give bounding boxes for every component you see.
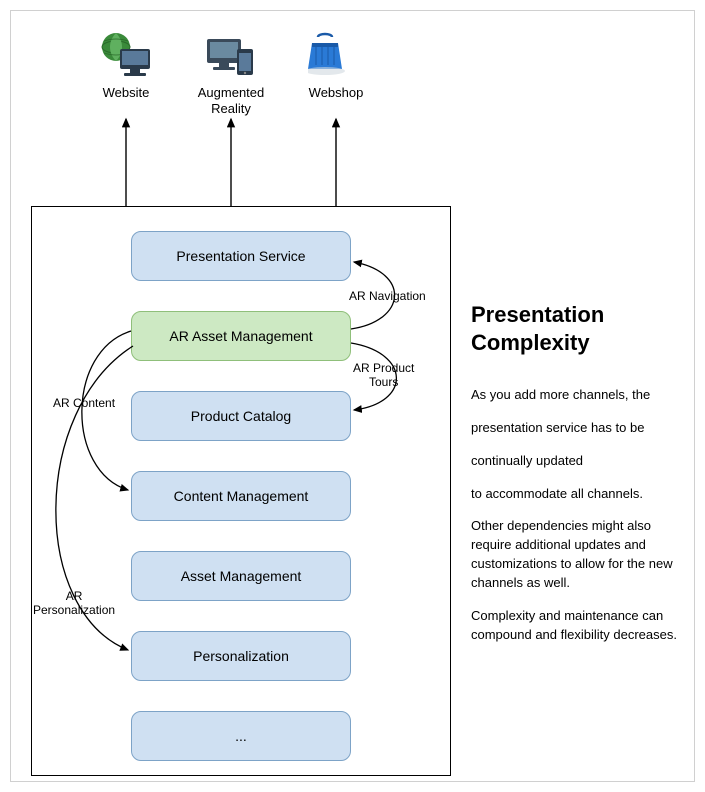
edge-label-ar-content: AR Content (53, 396, 115, 410)
sidebar-title: Presentation Complexity (471, 301, 691, 356)
sidebar-p5: Other dependencies might also require ad… (471, 517, 691, 592)
edge-label-ar-personalization: AR Personalization (33, 589, 115, 617)
box-product-catalog: Product Catalog (131, 391, 351, 441)
channel-ar: Augmented Reality (181, 31, 281, 116)
channel-website-label: Website (81, 85, 171, 101)
box-content-label: Content Management (174, 488, 309, 504)
box-ar-asset-label: AR Asset Management (169, 328, 312, 344)
ar-icon (181, 31, 281, 79)
sidebar-text: Presentation Complexity As you add more … (471, 301, 691, 658)
diagram-canvas: Website Augmented Reality (10, 10, 695, 782)
channel-website: Website (81, 31, 171, 101)
edge-label-ar-navigation: AR Navigation (349, 289, 426, 303)
box-catalog-label: Product Catalog (191, 408, 291, 424)
box-presentation-service: Presentation Service (131, 231, 351, 281)
channel-webshop-label: Webshop (291, 85, 381, 101)
webshop-icon (291, 31, 381, 79)
sidebar-p1: As you add more channels, the (471, 386, 691, 405)
edge-label-ar-product-tours: AR Product Tours (353, 361, 414, 389)
box-ellipsis-label: ... (235, 728, 247, 744)
box-personalization: Personalization (131, 631, 351, 681)
box-personalize-label: Personalization (193, 648, 289, 664)
box-presentation-label: Presentation Service (176, 248, 305, 264)
channel-ar-label: Augmented Reality (181, 85, 281, 116)
box-asset-management: Asset Management (131, 551, 351, 601)
sidebar-p2: presentation service has to be (471, 419, 691, 438)
box-ellipsis: ... (131, 711, 351, 761)
sidebar-p6: Complexity and maintenance can compound … (471, 607, 691, 645)
box-ar-asset-management: AR Asset Management (131, 311, 351, 361)
website-icon (81, 31, 171, 79)
channel-webshop: Webshop (291, 31, 381, 101)
sidebar-p4: to accommodate all channels. (471, 485, 691, 504)
sidebar-p3: continually updated (471, 452, 691, 471)
box-asset-label: Asset Management (181, 568, 302, 584)
box-content-management: Content Management (131, 471, 351, 521)
